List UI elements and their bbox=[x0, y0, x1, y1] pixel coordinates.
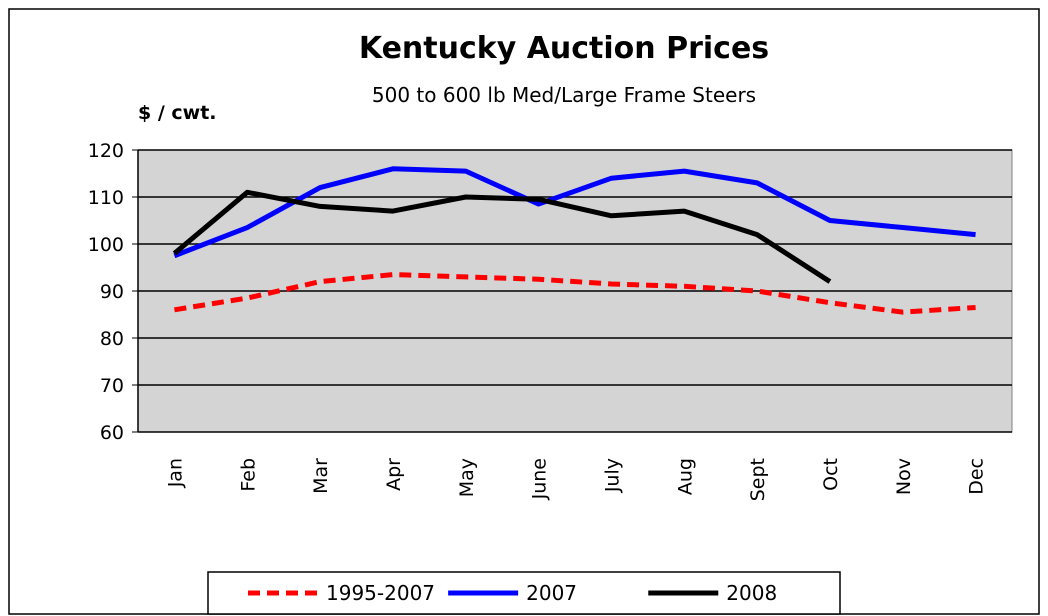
x-tick-label: Apr bbox=[383, 458, 405, 491]
x-tick-label: Aug bbox=[674, 458, 696, 495]
series-line bbox=[174, 272, 976, 315]
x-tick-label: June bbox=[529, 458, 551, 500]
y-tick-label: 60 bbox=[100, 422, 124, 444]
y-tick-label: 120 bbox=[88, 140, 124, 162]
legend-label: 2007 bbox=[526, 581, 577, 605]
x-tick-label: Mar bbox=[310, 458, 332, 494]
y-axis-label: $ / cwt. bbox=[138, 102, 217, 124]
x-tick-label: Jan bbox=[164, 458, 186, 488]
legend-label: 1995-2007 bbox=[326, 581, 435, 605]
y-tick-label: 90 bbox=[100, 281, 124, 303]
y-tick-label: 70 bbox=[100, 375, 124, 397]
y-tick-label: 80 bbox=[100, 328, 124, 350]
legend-label: 2008 bbox=[726, 581, 777, 605]
series-line bbox=[172, 189, 832, 284]
y-tick-label: 100 bbox=[88, 234, 124, 256]
x-tick-label: July bbox=[601, 458, 623, 493]
x-tick-label: Dec bbox=[966, 458, 988, 495]
x-tick-label: Oct bbox=[820, 458, 842, 491]
x-tick-label: Feb bbox=[237, 458, 259, 492]
chart-title: Kentucky Auction Prices bbox=[359, 31, 769, 66]
y-tick-label: 110 bbox=[88, 187, 124, 209]
chart-subtitle: 500 to 600 lb Med/Large Frame Steers bbox=[372, 83, 756, 107]
x-tick-label: May bbox=[456, 458, 478, 497]
series-line bbox=[173, 166, 976, 259]
x-tick-label: Sept bbox=[747, 458, 769, 501]
x-tick-label: Nov bbox=[893, 458, 915, 495]
